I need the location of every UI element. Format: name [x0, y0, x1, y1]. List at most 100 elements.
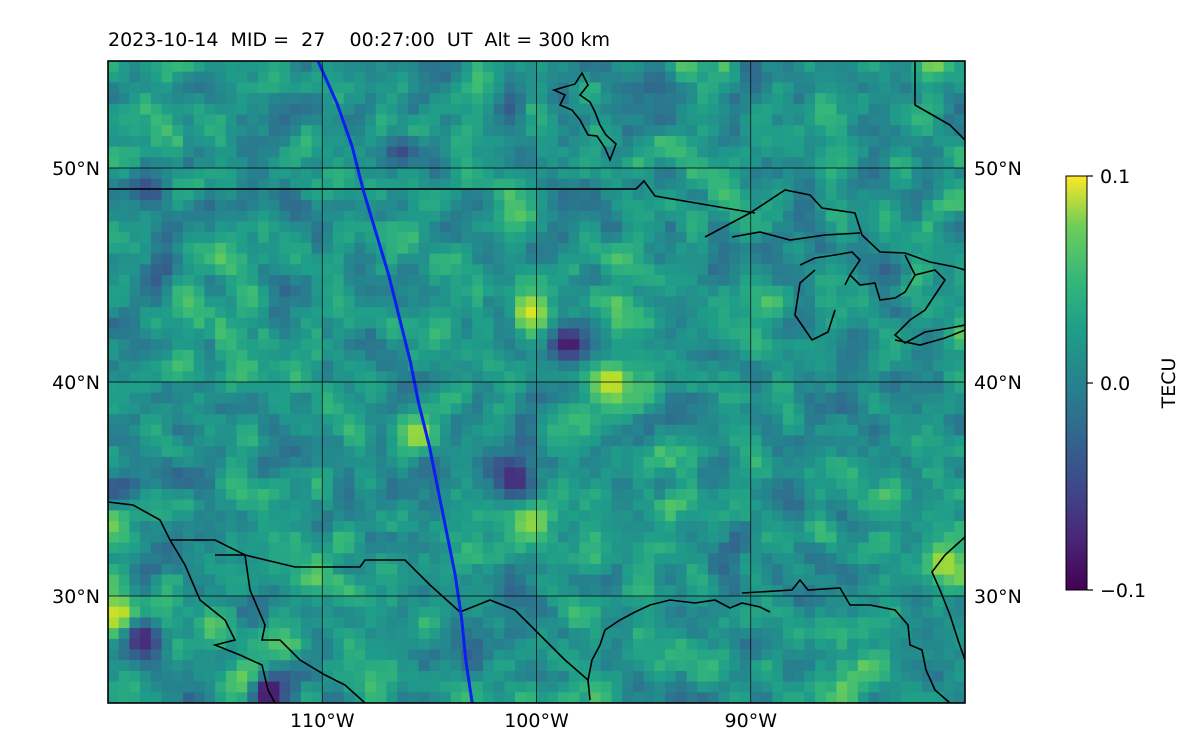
heatmap-cell [654, 574, 666, 586]
heatmap-cell [857, 456, 870, 469]
heatmap-cell [686, 168, 698, 180]
heatmap-cell [140, 71, 152, 83]
heatmap-cell [654, 285, 666, 297]
heatmap-cell [632, 285, 645, 297]
heatmap-cell [343, 360, 355, 372]
heatmap-cell [461, 189, 473, 201]
heatmap-cell [857, 82, 870, 94]
heatmap-cell [793, 93, 805, 105]
heatmap-cell [365, 349, 377, 362]
heatmap-cell [236, 242, 248, 255]
heatmap-cell [954, 435, 965, 447]
heatmap-cell [365, 649, 377, 661]
heatmap-cell [343, 446, 355, 458]
heatmap-cell [954, 242, 965, 255]
heatmap-cell [386, 157, 398, 169]
heatmap-cell [954, 424, 965, 437]
heatmap-cell [697, 403, 709, 415]
heatmap-cell [290, 617, 302, 629]
heatmap-cell [397, 200, 409, 212]
heatmap-cell [750, 349, 763, 362]
heatmap-cell [847, 285, 859, 297]
heatmap-cell [279, 371, 291, 383]
heatmap-cell [108, 542, 120, 554]
heatmap-cell [290, 478, 302, 490]
heatmap-cell [761, 242, 773, 255]
heatmap-cell [911, 146, 923, 158]
heatmap-cell [482, 382, 495, 394]
heatmap-cell [429, 178, 441, 190]
heatmap-cell [482, 424, 495, 437]
heatmap-cell [740, 285, 752, 297]
heatmap-cell [782, 221, 795, 233]
heatmap-cell [279, 307, 291, 319]
heatmap-cell [172, 542, 184, 554]
heatmap-cell [836, 285, 848, 297]
heatmap-cell [300, 596, 313, 608]
heatmap-cell [557, 61, 570, 73]
heatmap-cell [440, 61, 452, 73]
heatmap-cell [632, 210, 645, 223]
heatmap-cell [482, 61, 495, 73]
heatmap-cell [247, 200, 259, 212]
heatmap-cell [429, 232, 441, 244]
heatmap-cell [161, 542, 173, 554]
heatmap-cell [225, 403, 238, 415]
heatmap-cell [793, 125, 805, 137]
heatmap-cell [825, 638, 838, 651]
heatmap-cell [322, 93, 334, 105]
heatmap-cell [493, 692, 505, 703]
heatmap-cell [525, 296, 538, 308]
heatmap-cell [450, 435, 463, 447]
heatmap-cell [140, 467, 152, 479]
heatmap-cell [150, 285, 163, 297]
heatmap-cell [547, 349, 559, 362]
heatmap-cell [129, 435, 141, 447]
heatmap-cell [482, 242, 495, 255]
heatmap-cell [890, 61, 902, 73]
heatmap-cell [868, 189, 880, 201]
heatmap-cell [140, 606, 152, 618]
heatmap-cell [504, 606, 516, 618]
heatmap-cell [654, 414, 666, 426]
heatmap-cell [654, 692, 666, 703]
heatmap-cell [697, 606, 709, 618]
y-tick-label-right: 40°N [974, 372, 1022, 394]
heatmap-cell [461, 489, 473, 501]
heatmap-cell [461, 692, 473, 703]
heatmap-cell [504, 628, 516, 640]
heatmap-cell [525, 178, 538, 190]
heatmap-cell [257, 210, 270, 223]
heatmap-cell [622, 456, 634, 469]
heatmap-cell [354, 585, 366, 597]
heatmap-cell [557, 392, 570, 404]
heatmap-cell [922, 499, 934, 511]
heatmap-cell [129, 542, 141, 554]
heatmap-cell [697, 125, 709, 137]
heatmap-cell [536, 339, 548, 351]
heatmap-cell [332, 499, 345, 511]
heatmap-cell [857, 275, 870, 287]
heatmap-cell [172, 275, 184, 287]
heatmap-cell [343, 296, 355, 308]
heatmap-cell [675, 435, 688, 447]
heatmap-cell [375, 232, 388, 244]
heatmap-cell [182, 563, 195, 576]
heatmap-cell [108, 61, 120, 73]
heatmap-cell [257, 61, 270, 73]
heatmap-cell [729, 681, 741, 693]
heatmap-cell [847, 178, 859, 190]
heatmap-cell [172, 606, 184, 618]
heatmap-cell [718, 114, 730, 126]
heatmap-cell [354, 606, 366, 618]
heatmap-cell [590, 489, 602, 501]
heatmap-cell [150, 125, 163, 137]
heatmap-cell [815, 414, 827, 426]
heatmap-cell [172, 328, 184, 340]
heatmap-cell [129, 135, 141, 148]
heatmap-cell [547, 510, 559, 522]
heatmap-cell [193, 275, 206, 287]
heatmap-cell [772, 606, 784, 618]
heatmap-cell [129, 221, 141, 233]
heatmap-cell [418, 596, 430, 608]
